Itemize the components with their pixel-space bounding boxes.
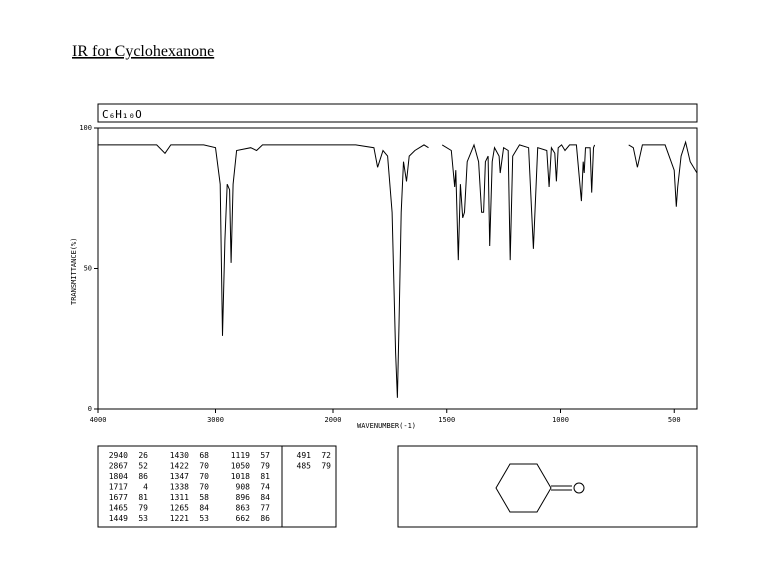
peak-wavenumber: 2867 — [109, 462, 128, 471]
peak-wavenumber: 1717 — [109, 483, 128, 492]
peak-transmittance: 58 — [199, 493, 209, 502]
peak-transmittance: 4 — [143, 483, 148, 492]
peak-transmittance: 57 — [260, 451, 270, 460]
peak-wavenumber: 1018 — [231, 472, 250, 481]
peak-transmittance: 26 — [138, 451, 148, 460]
peak-wavenumber: 1677 — [109, 493, 128, 502]
peak-transmittance: 68 — [199, 451, 209, 460]
peak-wavenumber: 1311 — [170, 493, 189, 502]
peak-transmittance: 70 — [199, 472, 209, 481]
structure — [495, 463, 585, 513]
formula: C₆H₁₀O — [102, 108, 142, 121]
peak-wavenumber: 662 — [236, 514, 251, 523]
x-tick-label: 1500 — [438, 416, 455, 424]
peak-wavenumber: 1422 — [170, 462, 189, 471]
peak-wavenumber: 1338 — [170, 483, 189, 492]
peak-wavenumber: 1449 — [109, 514, 128, 523]
peak-transmittance: 84 — [199, 504, 209, 513]
peak-transmittance: 79 — [138, 504, 148, 513]
peak-wavenumber: 485 — [297, 462, 312, 471]
x-tick-label: 3000 — [207, 416, 224, 424]
peak-wavenumber: 1347 — [170, 472, 189, 481]
peak-table-frame — [97, 445, 337, 528]
peak-transmittance: 52 — [138, 462, 148, 471]
plot-frame — [97, 127, 698, 410]
peak-wavenumber: 1050 — [231, 462, 250, 471]
y-axis-label: TRANSMITTANCE(%) — [70, 238, 78, 305]
formula-box — [97, 103, 698, 123]
x-tick-label: 2000 — [325, 416, 342, 424]
peak-transmittance: 79 — [321, 462, 331, 471]
peak-wavenumber: 2940 — [109, 451, 128, 460]
peak-transmittance: 70 — [199, 462, 209, 471]
page-title: IR for Cyclohexanone — [72, 43, 214, 60]
peak-wavenumber: 1430 — [170, 451, 189, 460]
peak-wavenumber: 908 — [236, 483, 251, 492]
y-tick-label: 0 — [88, 405, 92, 413]
y-tick-label: 50 — [84, 265, 92, 273]
peak-transmittance: 72 — [321, 451, 331, 460]
spectrum-line — [98, 140, 698, 398]
x-tick-label: 500 — [668, 416, 681, 424]
peak-transmittance: 81 — [260, 472, 270, 481]
peak-wavenumber: 1465 — [109, 504, 128, 513]
peak-transmittance: 86 — [138, 472, 148, 481]
peak-transmittance: 74 — [260, 483, 270, 492]
peak-transmittance: 53 — [138, 514, 148, 523]
peak-wavenumber: 1119 — [231, 451, 250, 460]
x-axis-label: WAVENUMBER(-1) — [357, 422, 416, 430]
peak-transmittance: 86 — [260, 514, 270, 523]
peak-transmittance: 77 — [260, 504, 270, 513]
peak-transmittance: 84 — [260, 493, 270, 502]
peak-wavenumber: 491 — [297, 451, 312, 460]
x-tick-label: 4000 — [90, 416, 107, 424]
peak-wavenumber: 1221 — [170, 514, 189, 523]
peak-wavenumber: 863 — [236, 504, 251, 513]
peak-transmittance: 53 — [199, 514, 209, 523]
x-tick-label: 1000 — [552, 416, 569, 424]
peak-wavenumber: 896 — [236, 493, 251, 502]
y-tick-label: 100 — [79, 124, 92, 132]
peak-wavenumber: 1804 — [109, 472, 128, 481]
peak-transmittance: 70 — [199, 483, 209, 492]
peak-transmittance: 81 — [138, 493, 148, 502]
peak-wavenumber: 1265 — [170, 504, 189, 513]
structure-frame — [397, 445, 698, 528]
peak-transmittance: 79 — [260, 462, 270, 471]
